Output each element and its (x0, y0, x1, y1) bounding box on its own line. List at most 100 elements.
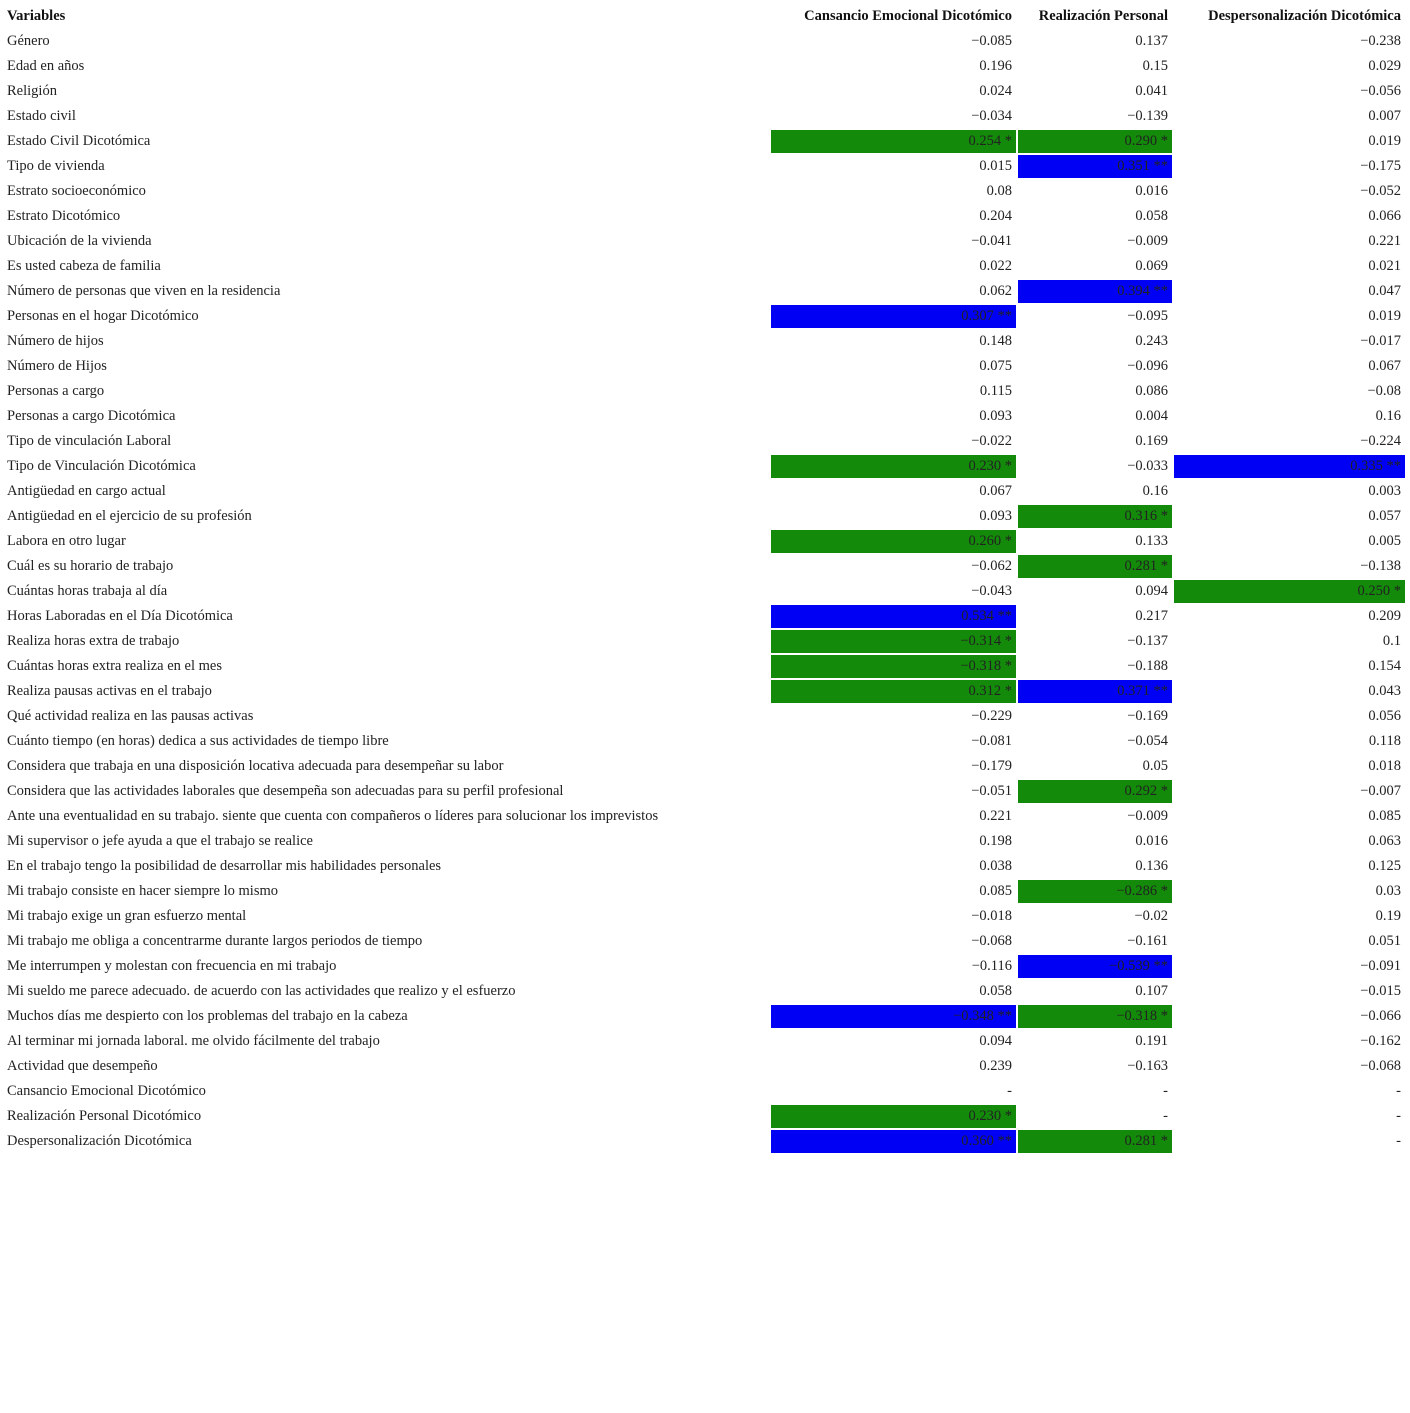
correlation-value: - (1163, 1083, 1168, 1099)
correlation-value: 0.19 (1375, 908, 1401, 924)
correlation-value: 0.051 (1368, 933, 1401, 949)
variable-name: Me interrumpen y molestan con frecuencia… (7, 958, 337, 974)
correlation-value: - (1396, 1133, 1401, 1149)
correlation-value: −0.062 (971, 558, 1012, 574)
correlation-value: −0.169 (1127, 708, 1168, 724)
correlation-value: 0.316 * (1018, 505, 1172, 528)
correlation-value: −0.02 (1134, 908, 1168, 924)
variable-name: Actividad que desempeño (7, 1058, 158, 1074)
correlation-value: 0.292 * (1018, 780, 1172, 803)
correlation-value: 0.243 (1135, 333, 1168, 349)
correlation-value: 0.093 (979, 408, 1012, 424)
correlation-value: 0.148 (979, 333, 1012, 349)
correlation-value: −0.022 (971, 433, 1012, 449)
correlation-value: 0.196 (979, 58, 1012, 74)
variable-name: Cuánto tiempo (en horas) dedica a sus ac… (7, 733, 389, 749)
correlation-value: 0.15 (1142, 58, 1168, 74)
correlation-value: 0.08 (986, 183, 1012, 199)
variable-name: Número de Hijos (7, 358, 107, 374)
variable-name: Mi supervisor o jefe ayuda a que el trab… (7, 833, 313, 849)
variable-name: Cuántas horas extra realiza en el mes (7, 658, 222, 674)
correlation-value: −0.009 (1127, 233, 1168, 249)
correlation-value: 0.019 (1368, 308, 1401, 324)
variable-name: Despersonalización Dicotómica (7, 1133, 192, 1149)
correlation-value: −0.116 (971, 958, 1012, 974)
correlation-value: 0.133 (1135, 533, 1168, 549)
correlation-value: 0.047 (1368, 283, 1401, 299)
correlation-value: 0.022 (979, 258, 1012, 274)
correlation-value: - (1396, 1083, 1401, 1099)
correlation-value: 0.005 (1368, 533, 1401, 549)
variable-name: Número de personas que viven en la resid… (7, 283, 281, 299)
variable-name: Estrato socioeconómico (7, 183, 146, 199)
correlation-value: 0.335 ** (1174, 455, 1405, 478)
variable-name: Estrato Dicotómico (7, 208, 121, 224)
correlation-value: 0.136 (1135, 858, 1168, 874)
variable-name: Personas a cargo Dicotómica (7, 408, 176, 424)
header-cell: Cansancio Emocional Dicotómico (804, 8, 1012, 24)
correlation-value: 0.154 (1368, 658, 1401, 674)
variable-name: Antigüedad en cargo actual (7, 483, 166, 499)
correlation-value: −0.017 (1360, 333, 1401, 349)
correlation-value: 0.016 (1135, 833, 1168, 849)
correlation-value: 0.016 (1135, 183, 1168, 199)
correlation-value: 0.16 (1375, 408, 1401, 424)
variable-name: Mi trabajo me obliga a concentrarme dura… (7, 933, 423, 949)
correlation-value: 0.019 (1368, 133, 1401, 149)
variable-name: Cansancio Emocional Dicotómico (7, 1083, 206, 1099)
variable-name: Realización Personal Dicotómico (7, 1108, 202, 1124)
correlation-value: −0.224 (1360, 433, 1401, 449)
correlation-value: −0.068 (1360, 1058, 1401, 1074)
variable-name: Ubicación de la vivienda (7, 233, 152, 249)
correlation-value: 0.015 (979, 158, 1012, 174)
variable-name: Mi trabajo consiste en hacer siempre lo … (7, 883, 278, 899)
correlation-value: 0.043 (1368, 683, 1401, 699)
correlation-value: −0.033 (1127, 458, 1168, 474)
correlation-value: −0.095 (1127, 308, 1168, 324)
correlation-value: - (1396, 1108, 1401, 1124)
correlation-value: −0.096 (1127, 358, 1168, 374)
correlation-value: 0.058 (979, 983, 1012, 999)
correlation-value: 0.075 (979, 358, 1012, 374)
variable-name: Tipo de vivienda (7, 158, 105, 174)
correlation-value: 0.029 (1368, 58, 1401, 74)
correlation-value: 0.221 (1368, 233, 1401, 249)
variable-name: Labora en otro lugar (7, 533, 126, 549)
correlation-value: −0.229 (971, 708, 1012, 724)
correlation-value: −0.041 (971, 233, 1012, 249)
correlation-value: −0.007 (1360, 783, 1401, 799)
correlation-value: 0.312 * (771, 680, 1016, 703)
correlation-value: 0.307 ** (771, 305, 1016, 328)
correlation-value: −0.138 (1360, 558, 1401, 574)
correlation-value: 0.067 (979, 483, 1012, 499)
correlation-value: 0.021 (1368, 258, 1401, 274)
correlation-value: 0.041 (1135, 83, 1168, 99)
variable-name: Qué actividad realiza en las pausas acti… (7, 708, 254, 724)
variable-name: Número de hijos (7, 333, 104, 349)
variable-name: Estado civil (7, 108, 76, 124)
correlation-value: 0.169 (1135, 433, 1168, 449)
variable-name: Personas a cargo (7, 383, 105, 399)
correlation-value: 0.118 (1368, 733, 1401, 749)
variable-name: Mi trabajo exige un gran esfuerzo mental (7, 908, 247, 924)
correlation-value: −0.175 (1360, 158, 1401, 174)
correlation-value: −0.139 (1127, 108, 1168, 124)
correlation-value: −0.08 (1367, 383, 1401, 399)
correlation-value: −0.314 * (771, 630, 1016, 653)
correlation-value: −0.068 (971, 933, 1012, 949)
correlation-value: −0.179 (971, 758, 1012, 774)
correlation-value: 0.004 (1135, 408, 1168, 424)
correlation-value: 0.1 (1382, 633, 1401, 649)
variable-name: Cuántas horas trabaja al día (7, 583, 168, 599)
correlation-value: 0.394 ** (1018, 280, 1172, 303)
variable-name: Realiza pausas activas en el trabajo (7, 683, 212, 699)
correlation-value: 0.254 * (771, 130, 1016, 153)
correlation-value: −0.318 * (771, 655, 1016, 678)
correlation-value: 0.217 (1135, 608, 1168, 624)
correlation-value: 0.351 ** (1018, 155, 1172, 178)
variable-name: Considera que las actividades laborales … (7, 783, 564, 799)
correlation-value: 0.057 (1368, 508, 1401, 524)
variable-name: Muchos días me despierto con los problem… (7, 1008, 408, 1024)
correlation-value: 0.024 (979, 83, 1012, 99)
